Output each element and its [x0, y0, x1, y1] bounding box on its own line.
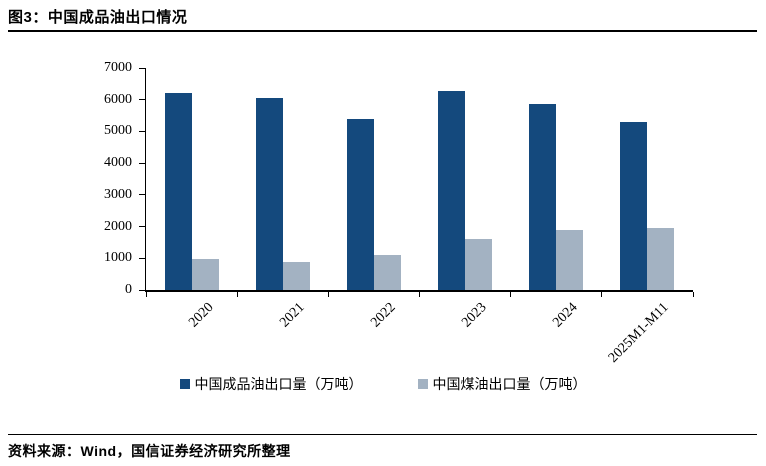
title-divider [8, 30, 757, 32]
x-axis-tick [145, 292, 147, 297]
legend-label-refined-oil: 中国成品油出口量（万吨） [194, 376, 363, 392]
x-axis-label: 2021 [276, 300, 308, 331]
chart-legend: 中国成品油出口量（万吨） 中国煤油出口量（万吨） [0, 374, 766, 394]
figure-title: 图3：中国成品油出口情况 [8, 9, 188, 26]
legend-swatch-refined-oil [179, 379, 190, 389]
x-axis-tick [510, 292, 512, 297]
bar-2020-series0 [164, 93, 192, 290]
x-axis-label: 2022 [368, 300, 399, 331]
y-axis-tick [139, 162, 145, 164]
legend-swatch-kerosene [417, 379, 428, 389]
bar-2023-series0 [438, 91, 466, 290]
bar-2021-series1 [282, 262, 310, 290]
y-axis-tick [139, 99, 145, 101]
bar-2022-series0 [346, 118, 374, 290]
source-note: 资料来源：Wind，国信证券经济研究所整理 [8, 443, 291, 459]
x-axis-label: 2023 [459, 300, 490, 331]
plot-area: 0 1000 2000 3000 4000 5000 6000 7000 2020 2021 202… [104, 60, 694, 366]
bar-2023-series1 [465, 239, 493, 290]
legend-item-refined-oil-exports: 中国成品油出口量（万吨） [179, 374, 363, 394]
y-axis-tick [139, 257, 145, 259]
y-axis-tick-label: 6000 [104, 91, 132, 107]
bar-2025M1-M11-series0 [620, 121, 648, 290]
bar-2020-series1 [191, 258, 219, 290]
y-axis-tick [139, 130, 145, 132]
y-axis-tick [139, 67, 145, 69]
x-axis-tick [419, 292, 420, 297]
y-axis-tick [139, 289, 145, 291]
x-axis-tick [327, 292, 329, 297]
y-axis-tick-label: 2000 [104, 218, 132, 234]
x-axis-label: 2024 [550, 300, 581, 331]
y-axis-tick-label: 1000 [104, 250, 132, 266]
y-axis-tick [139, 226, 145, 228]
legend-item-kerosene-exports: 中国煤油出口量（万吨） [417, 374, 587, 394]
x-axis-tick [692, 292, 694, 297]
x-axis-tick [236, 292, 238, 297]
bar-2022-series1 [373, 255, 401, 290]
x-axis-label: 2020 [185, 300, 217, 331]
x-axis-tick [601, 292, 603, 297]
bar-2021-series0 [255, 98, 283, 290]
y-axis-tick-label: 5000 [104, 123, 132, 139]
bar-2024-series0 [529, 104, 557, 290]
bar-2025M1-M11-series1 [647, 228, 675, 290]
y-axis-tick [139, 194, 145, 196]
legend-label-kerosene: 中国煤油出口量（万吨） [432, 376, 587, 392]
y-axis-tick-label: 7000 [104, 60, 132, 75]
x-axis-label: 2025M1-M11 [606, 300, 673, 366]
y-axis-tick-label: 0 [125, 282, 132, 297]
bar-2024-series1 [556, 229, 584, 290]
footer-divider [8, 434, 757, 435]
y-axis-tick-label: 4000 [104, 155, 132, 171]
y-axis-tick-label: 3000 [104, 186, 132, 202]
